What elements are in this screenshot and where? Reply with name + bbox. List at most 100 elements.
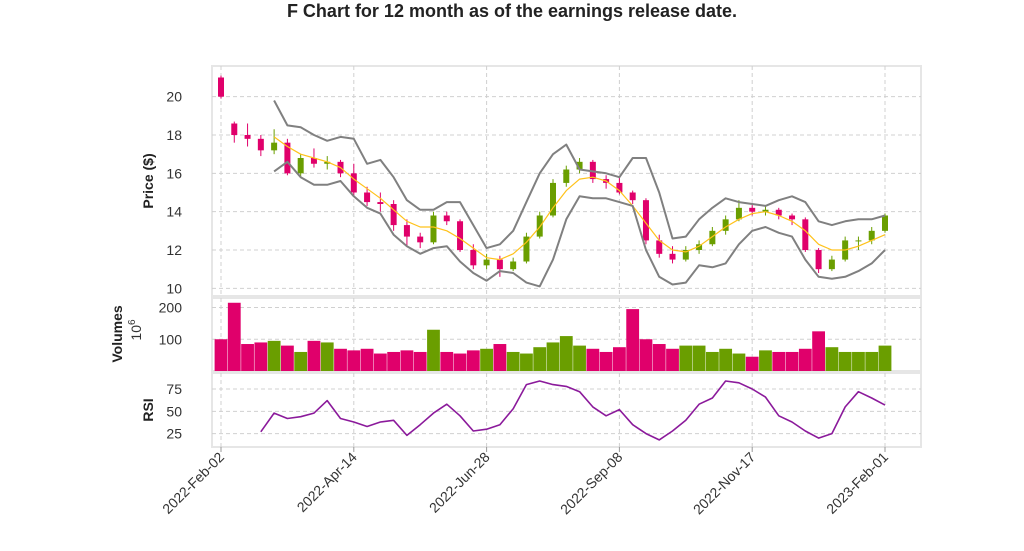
candle-body xyxy=(231,123,238,135)
volume-bar xyxy=(652,344,666,371)
candle-body xyxy=(364,192,371,203)
candle xyxy=(218,75,224,99)
candle-body xyxy=(749,207,756,212)
sma-line xyxy=(273,136,886,261)
candle xyxy=(735,200,742,222)
candle xyxy=(536,211,543,239)
x-tick-label: 2022-Nov-17 xyxy=(690,449,759,518)
candle xyxy=(802,217,809,252)
candle-body xyxy=(443,215,450,222)
candle xyxy=(669,246,676,264)
candle-body xyxy=(882,215,888,231)
candle xyxy=(815,248,822,273)
candle xyxy=(775,207,782,220)
rsi-panel-frame xyxy=(211,372,922,448)
volume-bar xyxy=(825,347,839,371)
volume-bar xyxy=(626,309,640,371)
candle xyxy=(696,240,703,254)
volume-bar xyxy=(732,353,746,371)
volume-bar xyxy=(227,302,241,371)
candle-body xyxy=(656,240,663,254)
candle xyxy=(882,213,888,233)
volume-bar xyxy=(360,348,374,371)
volume-bar xyxy=(719,348,733,371)
volume-bar xyxy=(852,351,865,371)
volume-bar xyxy=(466,350,480,371)
volume-unit-label: 106 xyxy=(127,319,144,341)
volume-bar xyxy=(599,351,613,371)
candle xyxy=(324,156,331,170)
candle xyxy=(297,154,304,178)
volume-bar xyxy=(254,342,268,371)
candle-body xyxy=(735,207,742,220)
volume-bar xyxy=(785,351,799,371)
candle-body xyxy=(669,253,676,260)
volume-bar xyxy=(613,347,626,371)
candle xyxy=(656,234,663,258)
volume-bar xyxy=(427,329,440,371)
candle-body xyxy=(377,202,384,204)
volume-bar xyxy=(692,345,706,371)
volume-bar xyxy=(586,348,600,371)
candle xyxy=(457,219,464,252)
price-tick-label: 12 xyxy=(166,242,182,258)
candle xyxy=(550,179,556,218)
volume-bar xyxy=(320,342,334,371)
x-tick-label: 2022-Jun-28 xyxy=(426,449,493,516)
rsi-axis-label: RSI xyxy=(140,398,156,421)
price-tick-label: 10 xyxy=(166,280,182,296)
candle xyxy=(430,211,437,245)
candle-body xyxy=(271,142,278,151)
candle-body xyxy=(828,259,835,270)
candle-body xyxy=(218,77,224,97)
candle-body xyxy=(642,200,649,241)
candle xyxy=(390,200,397,231)
candle xyxy=(629,190,636,204)
candle xyxy=(417,232,424,249)
candle xyxy=(483,253,490,270)
volume-bar xyxy=(865,351,879,371)
x-tick-label: 2022-Sep-08 xyxy=(557,449,626,518)
volume-bar xyxy=(440,351,454,371)
candle xyxy=(762,205,769,216)
candle xyxy=(443,211,450,226)
candle-body xyxy=(324,161,331,164)
candle xyxy=(284,138,291,176)
rsi-tick-label: 75 xyxy=(166,381,182,397)
candle xyxy=(789,213,796,226)
x-tick-label: 2022-Feb-02 xyxy=(159,449,227,517)
candle-body xyxy=(430,215,437,243)
candle-body xyxy=(483,259,490,266)
candle-body xyxy=(244,135,251,139)
volume-bar xyxy=(480,348,493,371)
volume-bar xyxy=(546,342,560,371)
volume-bar xyxy=(307,340,321,371)
candle xyxy=(828,255,835,272)
candle xyxy=(510,257,517,272)
candle xyxy=(244,123,251,147)
candle-body xyxy=(802,219,809,250)
candle xyxy=(271,129,278,155)
candle xyxy=(642,198,649,245)
volume-bar xyxy=(759,350,772,371)
candle-body xyxy=(510,261,517,270)
volume-bar xyxy=(400,350,414,371)
volume-bar xyxy=(241,344,254,371)
volume-bar xyxy=(413,351,427,371)
candle xyxy=(576,158,583,174)
volume-bar xyxy=(878,345,892,371)
candle-body xyxy=(390,204,397,226)
candle xyxy=(364,186,371,206)
volume-bar xyxy=(373,353,387,371)
volume-bar xyxy=(294,351,308,371)
candle xyxy=(257,135,264,157)
candle-body xyxy=(576,161,583,170)
candle xyxy=(403,219,410,247)
candle-body xyxy=(297,158,304,174)
candle-body xyxy=(762,209,769,212)
candle-body xyxy=(789,215,796,220)
volume-bar xyxy=(347,350,361,371)
candle-body xyxy=(350,173,357,193)
volume-bar xyxy=(798,348,812,371)
